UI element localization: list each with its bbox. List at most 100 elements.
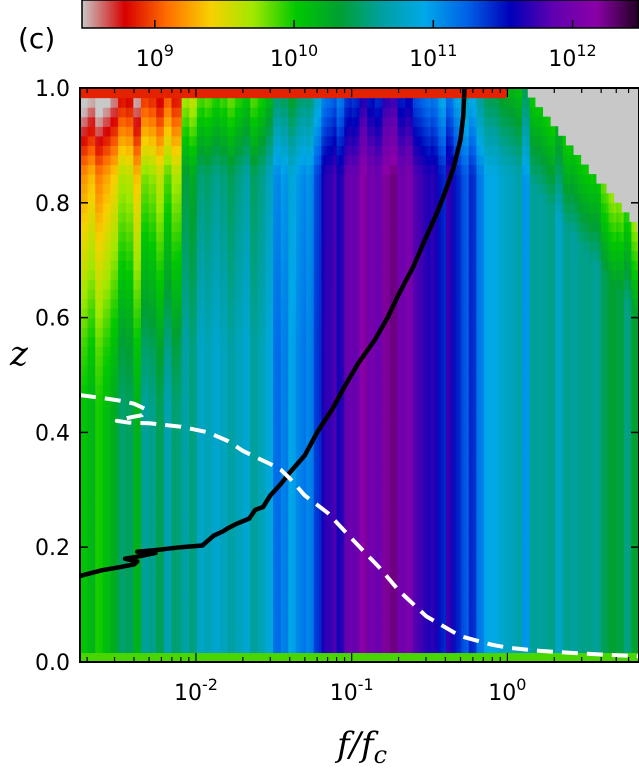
- heatmap-cell: [110, 154, 114, 166]
- heatmap-cell: [174, 365, 178, 376]
- heatmap-cell: [100, 97, 104, 108]
- heatmap-cell: [87, 470, 91, 481]
- heatmap-cell: [171, 508, 175, 520]
- heatmap-cell: [186, 250, 190, 261]
- heatmap-cell: [135, 633, 140, 644]
- heatmap-cell: [113, 260, 117, 271]
- heatmap-cell: [166, 556, 170, 567]
- heatmap-cell: [186, 375, 190, 386]
- heatmap-cell: [184, 375, 188, 386]
- heatmap-cell: [138, 221, 142, 233]
- heatmap-cell: [158, 212, 162, 223]
- heatmap-cell: [146, 308, 150, 319]
- heatmap-cell: [166, 365, 170, 376]
- heatmap-cell: [171, 489, 175, 500]
- heatmap-cell: [186, 97, 190, 108]
- heatmap-cell: [82, 269, 86, 280]
- heatmap-cell: [82, 604, 86, 615]
- heatmap-cell: [92, 164, 96, 175]
- heatmap-cell: [184, 642, 188, 654]
- heatmap-cell: [107, 164, 112, 175]
- heatmap-cell: [100, 575, 104, 587]
- heatmap-cell: [156, 470, 160, 481]
- heatmap-cell: [110, 269, 114, 280]
- heatmap-cell: [171, 279, 175, 290]
- heatmap-cell: [138, 441, 142, 453]
- heatmap-cell: [168, 317, 173, 328]
- heatmap-cell: [156, 193, 160, 204]
- heatmap-cell: [95, 614, 99, 625]
- heatmap-cell: [184, 288, 188, 300]
- heatmap-cell: [120, 528, 124, 539]
- heatmap-cell: [100, 174, 104, 185]
- heatmap-cell: [110, 441, 114, 453]
- heatmap-cell: [133, 154, 137, 166]
- heatmap-cell: [186, 212, 190, 223]
- heatmap-cell: [189, 327, 193, 338]
- heatmap-cell: [168, 652, 173, 662]
- heatmap-cell: [100, 623, 104, 634]
- heatmap-cell: [156, 566, 160, 577]
- heatmap-cell: [184, 413, 188, 424]
- heatmap-cell: [130, 403, 134, 414]
- heatmap-cell: [100, 164, 104, 175]
- heatmap-cell: [148, 154, 152, 166]
- heatmap-cell: [92, 375, 96, 386]
- heatmap-cell: [166, 202, 170, 213]
- heatmap-cell: [118, 461, 122, 472]
- heatmap-cell: [123, 260, 127, 271]
- heatmap-cell: [168, 537, 173, 548]
- heatmap-cell: [163, 614, 167, 625]
- heatmap-cell: [120, 585, 124, 596]
- heatmap-cell: [171, 183, 175, 194]
- heatmap-cell: [184, 556, 188, 567]
- heatmap-cell: [166, 212, 170, 223]
- heatmap-cell: [110, 413, 114, 424]
- heatmap-cell: [163, 241, 167, 252]
- heatmap-cell: [125, 489, 129, 500]
- heatmap-cell: [110, 633, 114, 644]
- heatmap-cell: [125, 470, 129, 481]
- heatmap-cell: [105, 145, 109, 156]
- heatmap-cell: [148, 489, 152, 500]
- heatmap-cell: [97, 260, 101, 271]
- heatmap-cell: [123, 537, 127, 548]
- heatmap-cell: [168, 556, 173, 567]
- heatmap-cell: [90, 575, 94, 587]
- heatmap-cell: [181, 231, 185, 242]
- heatmap-cell: [138, 394, 142, 405]
- heatmap-cell: [87, 528, 91, 539]
- heatmap-cell: [153, 508, 157, 520]
- heatmap-cell: [161, 633, 165, 644]
- heatmap-cell: [151, 279, 155, 290]
- heatmap-cell: [166, 499, 170, 510]
- heatmap-cell: [166, 308, 170, 319]
- heatmap-cell: [130, 633, 134, 644]
- heatmap-cell: [107, 116, 112, 127]
- heatmap-cell: [90, 556, 94, 567]
- heatmap-cell: [125, 288, 129, 300]
- heatmap-cell: [140, 174, 145, 185]
- heatmap-cell: [138, 241, 142, 252]
- heatmap-cell: [95, 107, 99, 118]
- heatmap-cell: [166, 642, 170, 654]
- heatmap-cell: [80, 623, 84, 634]
- heatmap-cell: [97, 288, 101, 300]
- heatmap-cell: [181, 174, 185, 185]
- heatmap-cell: [97, 375, 101, 386]
- heatmap-cell: [107, 126, 112, 137]
- heatmap-cell: [146, 231, 150, 242]
- heatmap-cell: [156, 508, 160, 520]
- heatmap-cell: [118, 375, 122, 386]
- heatmap-cell: [120, 461, 124, 472]
- heatmap-cell: [87, 174, 91, 185]
- heatmap-cell: [171, 231, 175, 242]
- heatmap-cell: [115, 461, 119, 472]
- heatmap-cell: [102, 164, 107, 175]
- heatmap-cell: [80, 537, 84, 548]
- heatmap-cell: [97, 241, 101, 252]
- heatmap-cell: [80, 403, 84, 414]
- heatmap-cell: [123, 193, 127, 204]
- heatmap-cell: [143, 116, 147, 127]
- heatmap-cell: [120, 422, 124, 433]
